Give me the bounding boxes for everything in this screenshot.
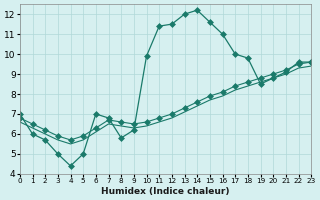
X-axis label: Humidex (Indice chaleur): Humidex (Indice chaleur) <box>101 187 230 196</box>
